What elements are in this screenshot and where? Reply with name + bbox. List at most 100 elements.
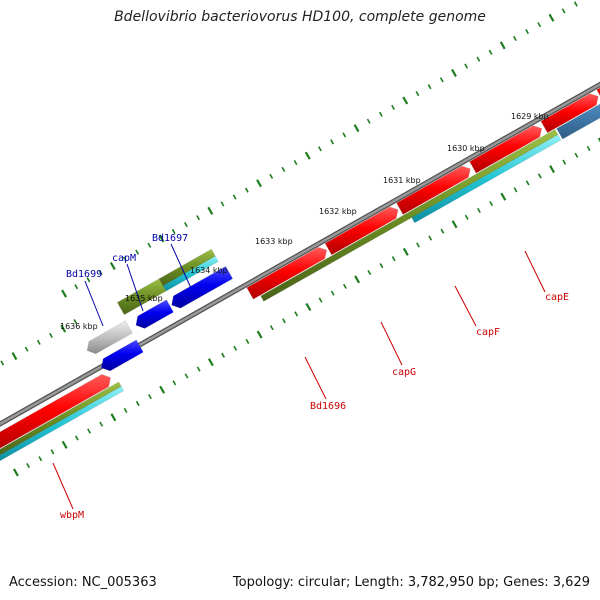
cds-forward-6 (596, 87, 600, 97)
ruler-outer-tick-19 (245, 338, 250, 345)
ruler-inner-tick-10 (183, 222, 188, 228)
cog-bar-left (0, 386, 125, 462)
ruler-inner-left-tick-5 (24, 346, 29, 352)
ruler-inner-tick-16 (256, 179, 262, 188)
ruler-inner-tick-34 (476, 56, 481, 62)
ruler-inner-tick-11 (196, 215, 201, 221)
ruler-inner-tick-30 (427, 84, 432, 90)
ruler-inner-tick-4 (109, 261, 116, 270)
cds-wbpm (0, 374, 111, 449)
gene-label-bd1699: Bd1699 (66, 269, 102, 280)
ruler-inner-tick-25 (366, 118, 371, 124)
ruler-label-6: 1634 kbp (190, 266, 228, 275)
ruler-label-1: 1629 kbp (511, 112, 549, 121)
leader-line-capf (454, 285, 477, 327)
gene-label-bd1696: Bd1696 (310, 401, 346, 412)
ruler-inner-tick-13 (220, 201, 225, 207)
gene-label-capg: capG (392, 367, 416, 378)
ruler-outer-tick-46 (574, 152, 579, 158)
ruler-outer-tick-26 (330, 290, 335, 296)
ruler-outer-tick-12 (159, 385, 166, 394)
ruler-outer-tick-31 (391, 256, 396, 262)
ruler-outer-tick-35 (440, 228, 445, 234)
ruler-outer-tick-15 (196, 366, 201, 372)
ruler-inner-tick-14 (232, 194, 237, 200)
gene-label-cape: capE (545, 292, 569, 303)
cds-forward-2 (324, 206, 399, 256)
ruler-inner-tick-39 (537, 22, 542, 28)
ruler-outer-tick-13 (172, 380, 177, 386)
ruler-outer-tick-25 (318, 297, 323, 303)
leader-line-wbpm (52, 462, 74, 510)
cds-forward-1 (246, 247, 328, 300)
ruler-inner-tick-38 (525, 29, 530, 35)
gene-label-bd1697: Bd1697 (152, 233, 188, 244)
ruler-outer-tick-23 (294, 311, 299, 317)
ruler-outer-tick-30 (379, 263, 384, 269)
ruler-outer-tick-20 (256, 330, 263, 339)
ruler-outer-tick-4 (61, 440, 68, 449)
ruler-inner-tick-20 (304, 151, 311, 160)
ruler-outer-tick-33 (416, 242, 420, 248)
ruler-label-4: 1632 kbp (319, 207, 357, 216)
ruler-outer-tick-2 (38, 456, 43, 462)
ruler-outer-tick-10 (135, 400, 140, 407)
ruler-inner-tick-28 (402, 96, 409, 105)
ruler-outer-tick-1 (26, 462, 31, 469)
ruler-inner-tick-31 (439, 77, 444, 83)
ruler-outer-tick-6 (87, 428, 91, 434)
ruler-outer-tick-38 (477, 207, 481, 214)
ruler-inner-tick-5 (123, 256, 127, 262)
cog-bar-bd1697 (162, 255, 219, 292)
ruler-inner-tick-19 (293, 159, 298, 166)
leader-line-bd1699 (84, 280, 104, 327)
ruler-outer-tick-37 (464, 214, 469, 220)
ruler-inner-tick-3 (98, 270, 103, 276)
steel-block (556, 103, 600, 140)
ruler-inner-tick-24 (353, 124, 360, 133)
backbone-highlight (0, 83, 600, 426)
ruler-inner-tick-0 (61, 289, 67, 298)
ruler-outer-tick-34 (428, 235, 433, 241)
ruler-inner-left-tick-8 (60, 324, 67, 333)
leader-line-capm (126, 263, 144, 312)
ruler-inner-tick-35 (488, 49, 493, 55)
leader-line-bd1696 (304, 356, 327, 400)
genome-summary-text: Topology: circular; Length: 3,782,950 bp… (232, 575, 590, 590)
ruler-outer-tick-21 (269, 325, 274, 331)
cds-reverse-2 (135, 299, 174, 329)
ruler-inner-tick-33 (464, 63, 469, 69)
ruler-inner-tick-18 (281, 166, 286, 173)
ruler-inner-left-tick-6 (36, 339, 41, 345)
cds-reverse-1 (101, 339, 144, 372)
map-labels: 1629 kbp 1630 kbp 1631 kbp 1632 kbp 1633 kbp… (60, 112, 569, 521)
gene-label-capm: capM (112, 253, 136, 264)
ruler-inner-tick-36 (499, 41, 506, 50)
ruler-inner-left-tick-7 (49, 332, 53, 338)
ruler-inner-tick-17 (269, 173, 274, 179)
ruler-inner-tick-21 (318, 146, 322, 152)
label-leader-lines (52, 243, 546, 510)
leader-line-cape (524, 250, 546, 293)
ruler-inner-tick-27 (391, 104, 395, 110)
ruler-outer-tick-27 (342, 283, 347, 289)
ruler-ticks (0, 1, 600, 477)
ruler-outer-tick-11 (148, 394, 152, 400)
ruler-inner-tick-8 (158, 234, 165, 243)
leader-line-capg (380, 321, 403, 366)
ruler-outer-tick-7 (99, 421, 104, 427)
cog-bar-main (411, 134, 562, 224)
ruler-label-7: 1635 kbp (125, 294, 163, 303)
cds-forward-3 (396, 165, 471, 215)
gene-label-wbpm: wbpM (60, 510, 84, 521)
feature-tracks (0, 87, 600, 462)
ruler-inner-tick-1 (74, 284, 79, 290)
ruler-outer-tick-45 (562, 159, 567, 165)
ruler-outer-tick-9 (123, 407, 128, 413)
ruler-inner-tick-32 (451, 68, 457, 77)
ruler-outer-tick-28 (354, 275, 361, 284)
ruler-outer-tick-0 (12, 468, 19, 477)
ruler-outer-tick-44 (549, 165, 555, 174)
ruler-inner-tick-7 (147, 242, 152, 248)
